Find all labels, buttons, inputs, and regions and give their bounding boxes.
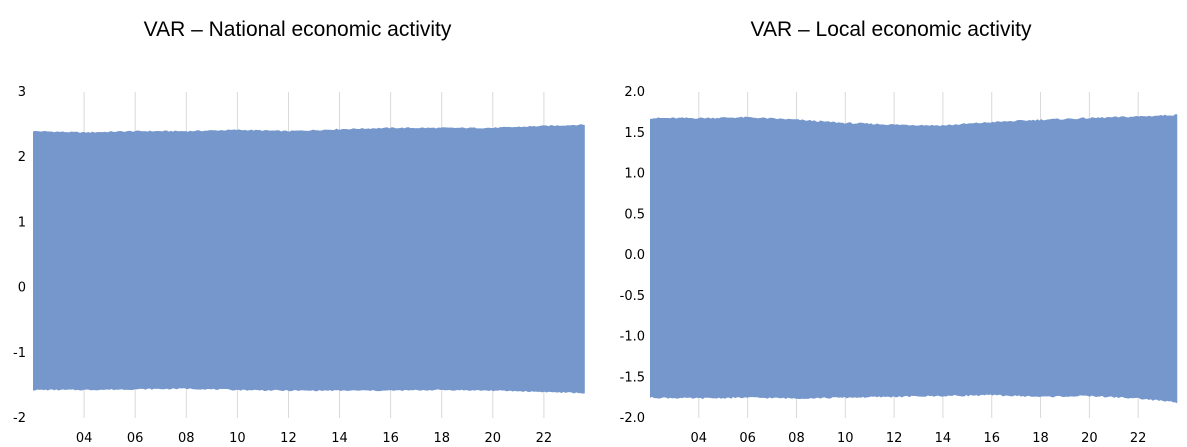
x-tick-label: 10 bbox=[229, 431, 246, 446]
x-tick-label: 16 bbox=[983, 431, 1000, 446]
chart-canvas: -2.0 -1.5 -1.0 -0.5 0.0 0.5 1.0 1.5 2.0 04 06 08 10 1… bbox=[620, 85, 1178, 446]
x-tick-label: 04 bbox=[691, 431, 708, 446]
x-tick-label: 20 bbox=[485, 431, 502, 446]
y-tick-label: 1 bbox=[18, 215, 26, 230]
series-band bbox=[650, 114, 1178, 404]
x-tick-label: 10 bbox=[837, 431, 854, 446]
x-tick-label: 20 bbox=[1081, 431, 1098, 446]
y-tick-label: -1.0 bbox=[620, 330, 645, 345]
y-tick-label: 2 bbox=[18, 150, 26, 165]
x-tick-label: 06 bbox=[127, 431, 144, 446]
x-tick-label: 22 bbox=[536, 431, 553, 446]
x-tick-label: 12 bbox=[280, 431, 297, 446]
x-tick-label: 06 bbox=[739, 431, 756, 446]
x-tick-label: 18 bbox=[1032, 431, 1049, 446]
x-tick-label: 22 bbox=[1130, 431, 1147, 446]
x-tick-label: 14 bbox=[331, 431, 348, 446]
chart-panel-national: VAR – National economic activity -2 -1 0 1 2… bbox=[13, 18, 585, 446]
y-tick-label: 1.5 bbox=[624, 126, 645, 141]
x-tick-label: 04 bbox=[76, 431, 93, 446]
chart-title: VAR – National economic activity bbox=[143, 18, 452, 41]
chart-title: VAR – Local economic activity bbox=[750, 18, 1032, 41]
y-tick-label: -1 bbox=[13, 346, 26, 361]
y-tick-label: -2.0 bbox=[620, 411, 645, 426]
y-tick-label: -1.5 bbox=[620, 370, 645, 385]
y-tick-label: 3 bbox=[18, 85, 26, 100]
y-tick-label: 2.0 bbox=[624, 85, 645, 100]
series-band bbox=[33, 124, 585, 394]
x-tick-label: 14 bbox=[935, 431, 952, 446]
y-tick-label: -2 bbox=[13, 411, 26, 426]
chart-panel-local: VAR – Local economic activity -2.0 -1.5 -1… bbox=[595, 0, 1187, 447]
x-tick-label: 08 bbox=[788, 431, 805, 446]
y-tick-label: 1.0 bbox=[624, 167, 645, 182]
x-tick-label: 16 bbox=[382, 431, 399, 446]
x-tick-label: 18 bbox=[433, 431, 450, 446]
y-tick-label: 0 bbox=[18, 281, 26, 296]
x-tick-label: 12 bbox=[886, 431, 903, 446]
x-tick-label: 08 bbox=[178, 431, 195, 446]
y-tick-label: 0.0 bbox=[624, 248, 645, 263]
y-tick-label: -0.5 bbox=[620, 289, 645, 304]
y-tick-label: 0.5 bbox=[624, 207, 645, 222]
